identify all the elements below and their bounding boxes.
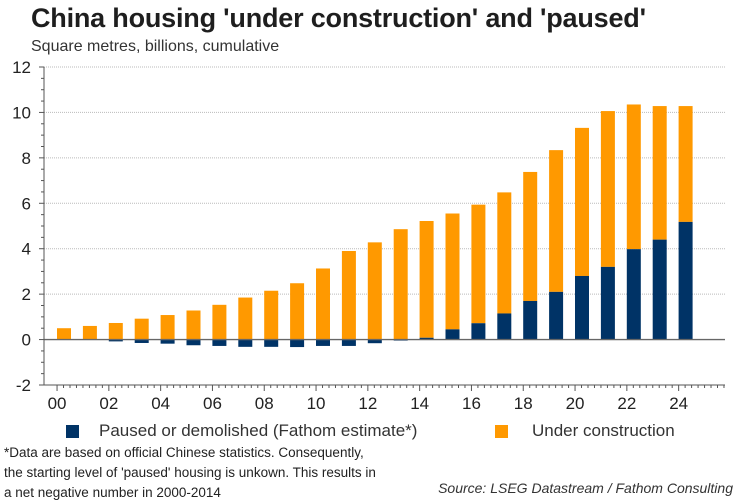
bar-under-construction: [445, 213, 460, 330]
bar-under-construction: [290, 283, 305, 340]
y-tick-label: 8: [22, 149, 31, 168]
bar-under-construction: [341, 250, 356, 340]
bar-paused: [367, 339, 382, 344]
bar-paused: [108, 339, 123, 342]
gridlines: [44, 66, 725, 295]
bar-under-construction: [134, 318, 149, 340]
bar-under-construction: [393, 229, 408, 340]
bar-paused: [549, 291, 564, 340]
x-tick-label: 08: [255, 394, 274, 413]
footnote: *Data are based on official Chinese stat…: [4, 443, 424, 503]
bar-under-construction: [652, 106, 667, 240]
y-tick-label: 0: [22, 331, 31, 350]
bar-paused: [471, 323, 486, 340]
bar-paused: [264, 339, 279, 347]
bar-under-construction: [212, 304, 227, 340]
x-tick-label: 04: [151, 394, 170, 413]
x-tick-label: 18: [514, 394, 533, 413]
bar-paused: [290, 339, 305, 348]
bar-paused: [160, 339, 175, 344]
bar-paused: [600, 266, 615, 340]
x-axis-ticks: 00 02 04 06 08 10 12 14 16 18 20 22 24: [48, 385, 725, 413]
bar-paused: [678, 221, 693, 340]
bar-under-construction: [497, 192, 512, 314]
bar-under-construction: [419, 221, 434, 338]
chart-title: China housing 'under construction' and '…: [31, 3, 646, 33]
bar-paused: [134, 339, 149, 343]
bar-under-construction: [678, 106, 693, 222]
bar-paused: [341, 339, 356, 346]
x-tick-label: 24: [669, 394, 688, 413]
bar-paused: [212, 339, 227, 346]
bar-under-construction: [264, 290, 279, 340]
y-axis-ticks: -2 0 2 4 6 8 10 12: [12, 58, 44, 395]
x-tick-label: 02: [99, 394, 118, 413]
bar-paused: [652, 239, 667, 340]
bar-paused: [626, 249, 641, 340]
y-tick-label: 2: [22, 285, 31, 304]
bar-under-construction: [316, 268, 330, 340]
y-tick-label: 4: [22, 240, 31, 259]
bar-under-construction: [471, 204, 486, 324]
bar-paused: [316, 339, 330, 346]
bar-under-construction: [575, 127, 589, 276]
x-tick-label: 20: [566, 394, 585, 413]
footnote-line: *Data are based on official Chinese stat…: [4, 445, 364, 460]
x-tick-label: 06: [203, 394, 222, 413]
legend-item-paused: Paused or demolished (Fathom estimate*): [66, 421, 417, 441]
source-note: Source: LSEG Datastream / Fathom Consult…: [438, 480, 733, 496]
bar-under-construction: [160, 315, 175, 340]
bar-paused: [238, 339, 253, 347]
legend-swatch-paused: [66, 424, 79, 438]
bar-under-construction: [108, 322, 123, 340]
bar-under-construction: [57, 328, 71, 340]
legend-label-paused: Paused or demolished (Fathom estimate*): [99, 421, 418, 440]
bar-under-construction: [523, 171, 538, 301]
bar-under-construction: [82, 325, 97, 340]
x-tick-label: 16: [462, 394, 481, 413]
bar-under-construction: [186, 310, 201, 340]
x-tick-label: 14: [410, 394, 429, 413]
bars: [57, 104, 693, 348]
footnote-line: a net negative number in 2000-2014: [4, 485, 221, 500]
bar-paused: [445, 329, 460, 340]
bar-paused: [186, 339, 201, 346]
x-tick-label: 12: [358, 394, 377, 413]
y-tick-label: 6: [22, 194, 31, 213]
bar-under-construction: [626, 104, 641, 250]
y-tick-label: 10: [12, 103, 31, 122]
x-tick-label: 10: [307, 394, 326, 413]
bar-under-construction: [367, 242, 382, 340]
y-tick-label: -2: [16, 376, 31, 395]
bar-paused: [497, 313, 512, 340]
footnote-line: the starting level of 'paused' housing i…: [4, 465, 376, 480]
chart-subtitle: Square metres, billions, cumulative: [31, 38, 280, 55]
legend-label-under-construction: Under construction: [532, 421, 675, 440]
y-tick-label: 12: [12, 58, 31, 77]
bar-paused: [575, 275, 589, 340]
x-tick-label: 22: [617, 394, 636, 413]
legend-item-under-construction: Under construction: [495, 421, 675, 441]
bar-paused: [419, 337, 434, 340]
x-tick-label: 00: [48, 394, 67, 413]
bar-under-construction: [549, 150, 564, 292]
legend-swatch-under-construction: [495, 424, 508, 438]
bar-under-construction: [238, 297, 253, 340]
bar-paused: [523, 300, 538, 340]
bar-under-construction: [600, 111, 615, 267]
